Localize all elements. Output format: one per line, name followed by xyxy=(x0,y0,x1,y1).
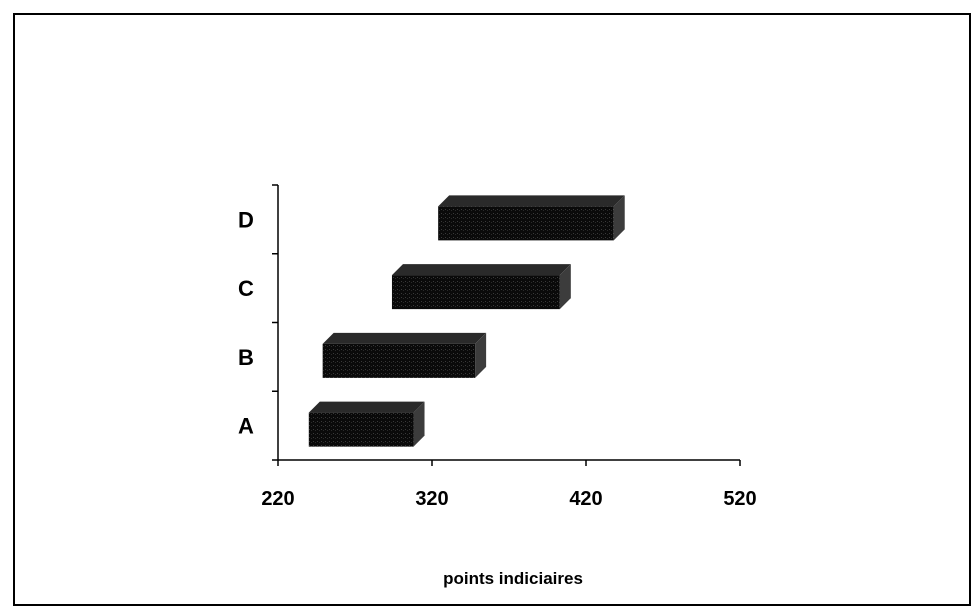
x-tick-label: 220 xyxy=(261,488,294,510)
bar-top-face xyxy=(308,401,425,413)
bar-top-face xyxy=(322,332,487,344)
bar xyxy=(308,401,425,447)
x-axis-label: points indiciaires xyxy=(443,569,583,588)
bar-side-face xyxy=(475,332,487,378)
x-ticks: 220 320 420 520 xyxy=(261,460,757,510)
bars-layer xyxy=(308,195,625,447)
category-label: D xyxy=(238,207,254,232)
x-tick-label: 420 xyxy=(569,488,602,510)
category-label: B xyxy=(238,345,254,370)
bar-top-face xyxy=(438,195,625,207)
x-tick-label: 520 xyxy=(723,488,756,510)
bar-top-face xyxy=(391,264,571,276)
bar xyxy=(438,195,625,241)
bar xyxy=(322,332,487,378)
bar-side-face xyxy=(413,401,425,447)
bar-side-face xyxy=(559,264,571,310)
bar-front-face xyxy=(391,275,560,310)
x-tick-label: 320 xyxy=(415,488,448,510)
category-labels: A B C D xyxy=(238,207,254,438)
category-label: C xyxy=(238,276,254,301)
bar-front-face xyxy=(308,412,414,447)
category-label: A xyxy=(238,414,254,439)
bar-side-face xyxy=(613,195,625,241)
bar-front-face xyxy=(438,206,614,241)
chart-frame xyxy=(13,13,971,606)
bar-front-face xyxy=(322,343,476,378)
bar xyxy=(391,264,571,310)
y-ticks xyxy=(272,184,278,461)
